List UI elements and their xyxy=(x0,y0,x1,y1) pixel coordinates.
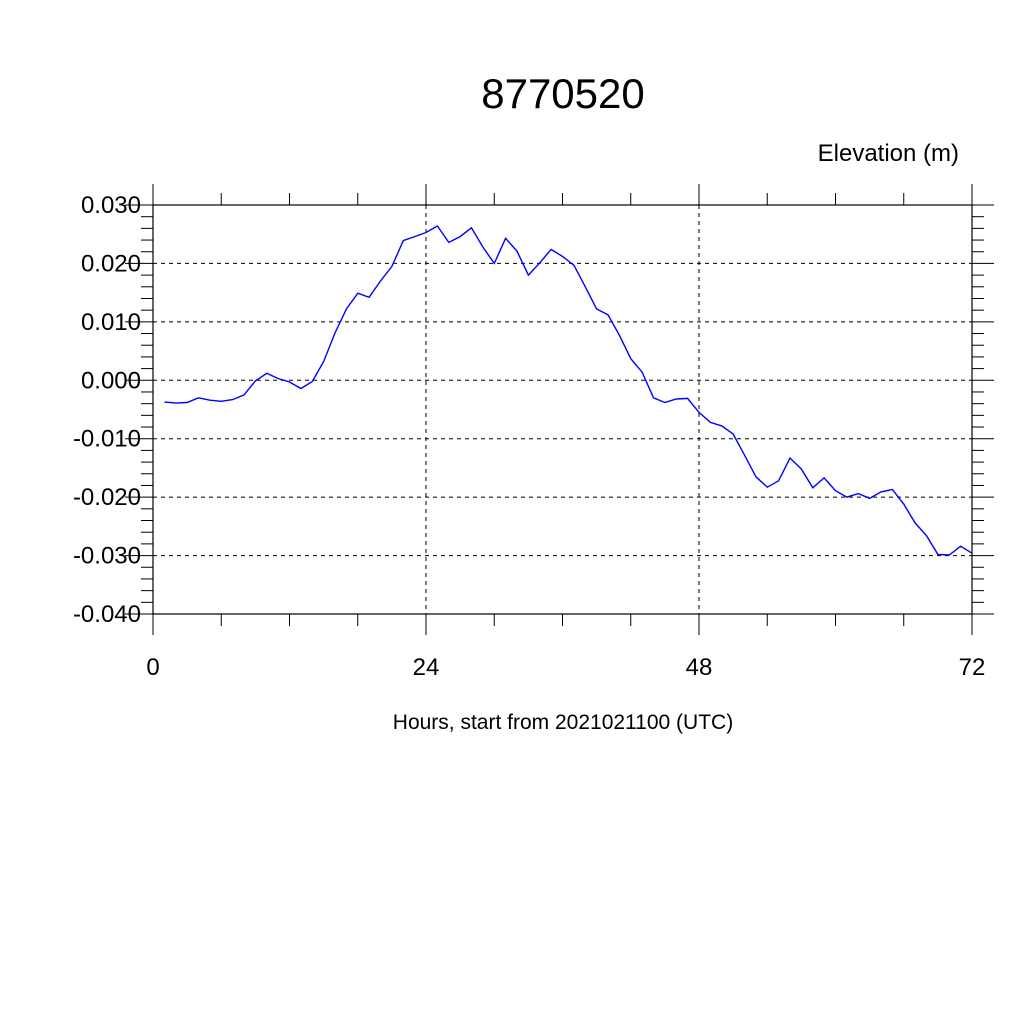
y-tick-label: -0.030 xyxy=(73,543,141,570)
y-tick-labels: 0.030 0.020 0.010 0.000 -0.010 -0.020 -0.030 -0… xyxy=(73,192,141,628)
grid-lines xyxy=(153,204,972,615)
y-axis-label: Elevation (m) xyxy=(818,140,959,167)
y-tick-label: 0.020 xyxy=(81,250,141,277)
y-tick-label: -0.040 xyxy=(73,601,141,628)
plot-frame xyxy=(152,204,973,615)
y-tick-label: 0.000 xyxy=(81,367,141,394)
x-tick-label: 72 xyxy=(959,654,986,681)
x-tick-labels: 0 24 48 72 xyxy=(146,654,985,681)
y-tick-label: 0.010 xyxy=(81,309,141,336)
y-tick-label: -0.020 xyxy=(73,484,141,511)
minor-ticks xyxy=(141,193,984,626)
major-ticks xyxy=(125,184,994,635)
x-axis-label: Hours, start from 2021021100 (UTC) xyxy=(393,711,733,734)
x-tick-label: 24 xyxy=(413,654,440,681)
elevation-series-line xyxy=(164,225,973,556)
chart-title: 8770520 xyxy=(481,70,645,117)
y-tick-label: 0.030 xyxy=(81,192,141,219)
x-tick-label: 0 xyxy=(146,654,159,681)
x-tick-label: 48 xyxy=(686,654,713,681)
y-tick-label: -0.010 xyxy=(73,426,141,453)
